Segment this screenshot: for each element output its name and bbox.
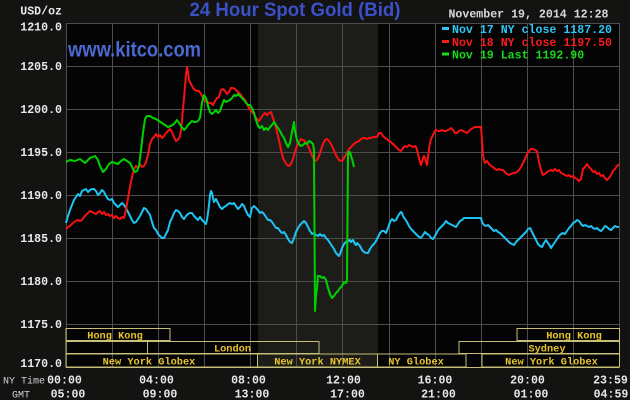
svg-text:www.kitco.com: www.kitco.com [67,39,201,62]
svg-text:13:00: 13:00 [235,389,270,400]
svg-text:1190.0: 1190.0 [20,190,62,203]
svg-text:1195.0: 1195.0 [20,147,62,160]
svg-text:USD/oz: USD/oz [20,6,62,19]
svg-text:NY Time: NY Time [3,376,45,388]
svg-text:New York Globex: New York Globex [505,356,598,368]
svg-text:1170.0: 1170.0 [20,358,62,371]
svg-text:1205.0: 1205.0 [20,61,62,74]
svg-text:Sydney: Sydney [528,343,565,355]
svg-text:09:00: 09:00 [143,389,178,400]
svg-text:New York NYMEX: New York NYMEX [274,356,361,368]
svg-text:1185.0: 1185.0 [20,233,62,246]
svg-text:16:00: 16:00 [418,375,453,388]
svg-text:1210.0: 1210.0 [20,22,62,35]
svg-text:08:00: 08:00 [231,375,266,388]
svg-text:London: London [214,343,251,355]
svg-text:Nov 18 NY close 1197.50: Nov 18 NY close 1197.50 [452,37,612,50]
svg-text:04:59: 04:59 [594,389,629,400]
svg-text:Hong Kong: Hong Kong [87,330,143,342]
svg-text:12:00: 12:00 [326,375,361,388]
svg-text:21:00: 21:00 [421,389,456,400]
svg-text:GMT: GMT [12,391,30,400]
svg-text:00:00: 00:00 [47,375,82,388]
svg-text:Nov 17 NY close 1187.20: Nov 17 NY close 1187.20 [452,24,612,37]
svg-text:1180.0: 1180.0 [20,276,62,289]
svg-text:New York Globex: New York Globex [103,356,196,368]
svg-text:1200.0: 1200.0 [20,104,62,117]
svg-text:05:00: 05:00 [51,389,86,400]
svg-text:23:59: 23:59 [593,375,628,388]
svg-text:20:00: 20:00 [510,375,545,388]
svg-text:November 19, 2014 12:28: November 19, 2014 12:28 [448,8,608,21]
svg-text:24 Hour Spot Gold (Bid): 24 Hour Spot Gold (Bid) [190,0,401,21]
svg-text:17:00: 17:00 [330,389,365,400]
svg-text:Hong Kong: Hong Kong [546,330,602,342]
svg-text:NY Globex: NY Globex [388,356,444,368]
svg-text:04:00: 04:00 [139,375,174,388]
svg-text:01:00: 01:00 [514,389,549,400]
svg-text:Nov 19 Last 1192.90: Nov 19 Last 1192.90 [452,50,584,63]
svg-text:1175.0: 1175.0 [20,319,62,332]
